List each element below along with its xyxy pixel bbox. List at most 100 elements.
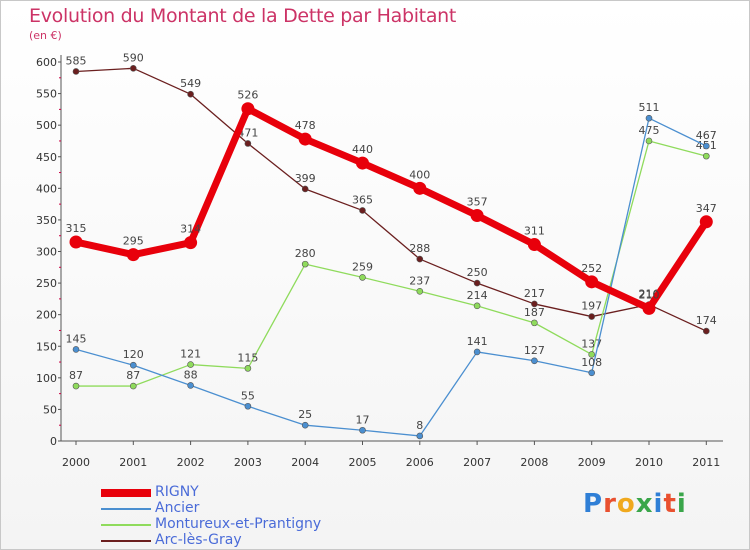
data-label: 17 <box>356 413 370 426</box>
data-point <box>416 287 424 295</box>
x-tick-label: 2010 <box>635 456 663 469</box>
data-point <box>702 152 710 160</box>
data-label: 295 <box>123 235 144 248</box>
data-label: 88 <box>184 368 198 381</box>
data-point <box>130 361 137 369</box>
data-point <box>184 236 198 250</box>
data-label: 127 <box>524 344 545 357</box>
legend-swatch <box>101 489 151 497</box>
data-point <box>585 275 599 289</box>
data-label: 250 <box>467 266 488 279</box>
data-label: 399 <box>295 172 316 185</box>
data-point <box>645 114 653 122</box>
legend-swatch <box>101 524 151 526</box>
data-point <box>241 102 255 116</box>
data-label: 141 <box>467 335 488 348</box>
data-label: 365 <box>352 193 373 206</box>
legend-label: Ancier <box>155 500 200 516</box>
data-label: 237 <box>409 274 430 287</box>
data-point <box>531 319 538 327</box>
y-tick-label: 600 <box>36 56 57 69</box>
data-point <box>531 300 538 308</box>
legend-swatch <box>101 540 151 542</box>
y-tick-label: 550 <box>36 88 57 101</box>
data-label: 25 <box>298 408 312 421</box>
logo-letter: P <box>583 489 604 519</box>
y-tick-label: 300 <box>36 246 57 259</box>
data-point <box>244 140 252 147</box>
data-point <box>416 255 424 263</box>
data-point <box>702 327 710 335</box>
x-tick-label: 2009 <box>578 456 606 469</box>
data-label: 314 <box>180 223 201 236</box>
data-point <box>527 238 541 252</box>
data-point <box>244 402 252 410</box>
data-label: 478 <box>295 119 316 132</box>
logo-letter: t <box>663 489 677 519</box>
legend-label: RIGNY <box>155 484 199 500</box>
data-label: 108 <box>581 356 602 369</box>
series-line-ancier <box>75 117 707 437</box>
y-tick-label: 450 <box>36 151 57 164</box>
data-point <box>72 346 80 353</box>
data-label: 357 <box>467 195 488 208</box>
data-point <box>72 382 80 390</box>
data-label: 174 <box>696 314 717 327</box>
y-tick-label: 150 <box>36 340 57 353</box>
x-tick-label: 2004 <box>291 456 319 469</box>
data-point <box>531 357 538 365</box>
data-point <box>473 279 481 287</box>
data-label: 585 <box>66 54 87 67</box>
y-tick-label: 350 <box>36 214 57 227</box>
y-tick-label: 50 <box>43 403 57 416</box>
data-label: 87 <box>69 369 83 382</box>
logo-letter: i <box>676 489 687 519</box>
data-point <box>588 351 596 358</box>
data-point <box>470 208 484 222</box>
data-label: 311 <box>524 225 545 238</box>
x-tick-label: 2005 <box>349 456 377 469</box>
data-label: 511 <box>639 101 660 114</box>
data-point <box>69 235 83 249</box>
x-tick-label: 2006 <box>406 456 434 469</box>
series-line-rigny <box>72 105 710 312</box>
y-tick-label: 200 <box>36 309 57 322</box>
legend-swatch <box>101 508 151 510</box>
data-point <box>642 301 656 315</box>
data-point <box>130 382 137 390</box>
data-label: 549 <box>180 77 201 90</box>
x-tick-label: 2000 <box>62 456 90 469</box>
data-point <box>413 181 427 195</box>
proxiti-logo: Proxiti <box>583 489 687 519</box>
data-point <box>130 65 137 72</box>
x-tick-label: 2007 <box>463 456 491 469</box>
data-label: 440 <box>352 143 373 156</box>
data-label: 259 <box>352 260 373 273</box>
x-tick-label: 2002 <box>177 456 205 469</box>
data-label: 475 <box>639 124 660 137</box>
data-label: 280 <box>295 247 316 260</box>
data-label: 288 <box>409 242 430 255</box>
data-point <box>301 185 309 193</box>
data-label: 217 <box>524 287 545 300</box>
y-tick-label: 250 <box>36 277 57 290</box>
data-point <box>356 156 369 170</box>
data-label: 8 <box>416 419 423 432</box>
chart-unit: (en €) <box>29 29 62 42</box>
data-label: 252 <box>581 262 602 275</box>
data-label: 87 <box>126 369 140 382</box>
x-tick-label: 2008 <box>520 456 548 469</box>
legend-label: Arc-lès-Gray <box>155 532 242 548</box>
data-label: 121 <box>180 348 201 361</box>
logo-letter: r <box>603 489 617 519</box>
data-point <box>416 432 424 440</box>
data-label: 210 <box>639 288 660 301</box>
y-tick-label: 100 <box>36 372 57 385</box>
x-tick-label: 2001 <box>119 456 147 469</box>
x-tick-label: 2003 <box>234 456 262 469</box>
logo-letter: i <box>653 489 664 519</box>
data-point <box>298 132 312 146</box>
data-point <box>187 361 194 368</box>
data-point <box>699 215 713 229</box>
